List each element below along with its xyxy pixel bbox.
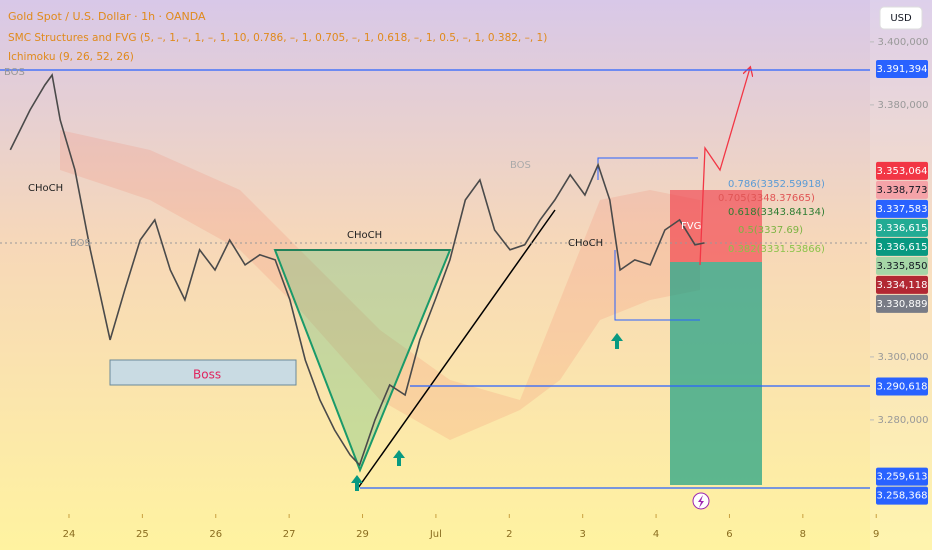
annotation: CHoCH [568, 238, 603, 249]
annotation: FVG [681, 221, 701, 232]
level-line [614, 250, 700, 321]
x-tick-label: 26 [209, 529, 222, 540]
indicator: Ichimoku (9, 26, 52, 26) [8, 51, 134, 63]
price-label-box [876, 467, 928, 486]
target-zone [670, 262, 762, 485]
event-icon-bolt [698, 495, 704, 508]
y-tick-label: 3.300,000 [878, 352, 929, 363]
stop-zone [670, 190, 762, 262]
price-label-box [876, 377, 928, 396]
price-label-box [876, 199, 928, 218]
price-label: 3.330,889 [877, 299, 928, 310]
currency-button[interactable] [879, 6, 923, 30]
annotation: CHoCH [28, 183, 63, 194]
annotation: Boss [193, 368, 221, 382]
x-tick-label: 3 [579, 529, 585, 540]
price-label-box [876, 275, 928, 294]
annotation: 0.5(3337.69) [738, 225, 803, 236]
price-axis [870, 0, 932, 550]
price-label: 3.258,368 [877, 491, 928, 502]
y-tick-label: 3.280,000 [878, 415, 929, 426]
price-label: 3.336,615 [877, 223, 928, 234]
price-label: 3.338,773 [877, 185, 928, 196]
currency: USD [890, 13, 912, 24]
price-label: 3.336,615 [877, 242, 928, 253]
x-tick-label: 27 [283, 529, 296, 540]
x-tick-label: 25 [136, 529, 149, 540]
price-label-box [876, 486, 928, 505]
price-label: 3.334,118 [877, 280, 928, 291]
x-tick-label: 29 [356, 529, 369, 540]
price-label: 3.391,394 [877, 64, 928, 75]
price-label-box [876, 256, 928, 275]
arrow [611, 333, 623, 349]
x-tick-label: 24 [63, 529, 76, 540]
x-tick-label: 8 [800, 529, 806, 540]
price-label-box [876, 161, 928, 180]
x-tick-label: Jul [429, 529, 442, 540]
indicator: SMC Structures and FVG (5, –, 1, –, 1, –… [8, 32, 547, 44]
price-label: 3.353,064 [877, 166, 928, 177]
annotation: 0.786(3352.59918) [728, 179, 825, 190]
boss-box [109, 359, 297, 386]
trend-line [357, 209, 556, 489]
annotation: 0.705(3348.37665) [718, 193, 815, 204]
y-tick-label: 3.380,000 [878, 100, 929, 111]
level-line [597, 157, 698, 180]
x-tick-label: 6 [726, 529, 732, 540]
arrow [393, 450, 405, 466]
chart-title: Gold Spot / U.S. Dollar · 1h · OANDA [8, 10, 206, 23]
projection [699, 68, 750, 266]
x-tick-label: 9 [873, 529, 879, 540]
arrow [351, 475, 363, 491]
buy-arrows [351, 333, 623, 491]
annotation: BOS [4, 67, 25, 78]
price-label: 3.290,618 [877, 381, 928, 392]
y-tick-label: 3.400,000 [878, 37, 929, 48]
price-label-box [876, 294, 928, 313]
price-label-box [876, 180, 928, 199]
price-label-box [876, 237, 928, 256]
price-label-box [876, 60, 928, 79]
price-label: 3.337,583 [877, 204, 928, 215]
x-tick-label: 4 [653, 529, 659, 540]
annotation: BOS [70, 238, 91, 249]
x-tick-label: 2 [506, 529, 512, 540]
price-label: 3.335,850 [877, 261, 928, 272]
price-label: 3.259,613 [877, 472, 928, 483]
annotation: 0.382(3331.53866) [728, 244, 825, 255]
annotation: CHoCH [347, 230, 382, 241]
ichimoku-cloud [60, 130, 700, 440]
annotation: BOS [510, 160, 531, 171]
price-line [9, 73, 705, 467]
annotation: 0.618(3343.84134) [728, 207, 825, 218]
price-label-box [876, 218, 928, 237]
